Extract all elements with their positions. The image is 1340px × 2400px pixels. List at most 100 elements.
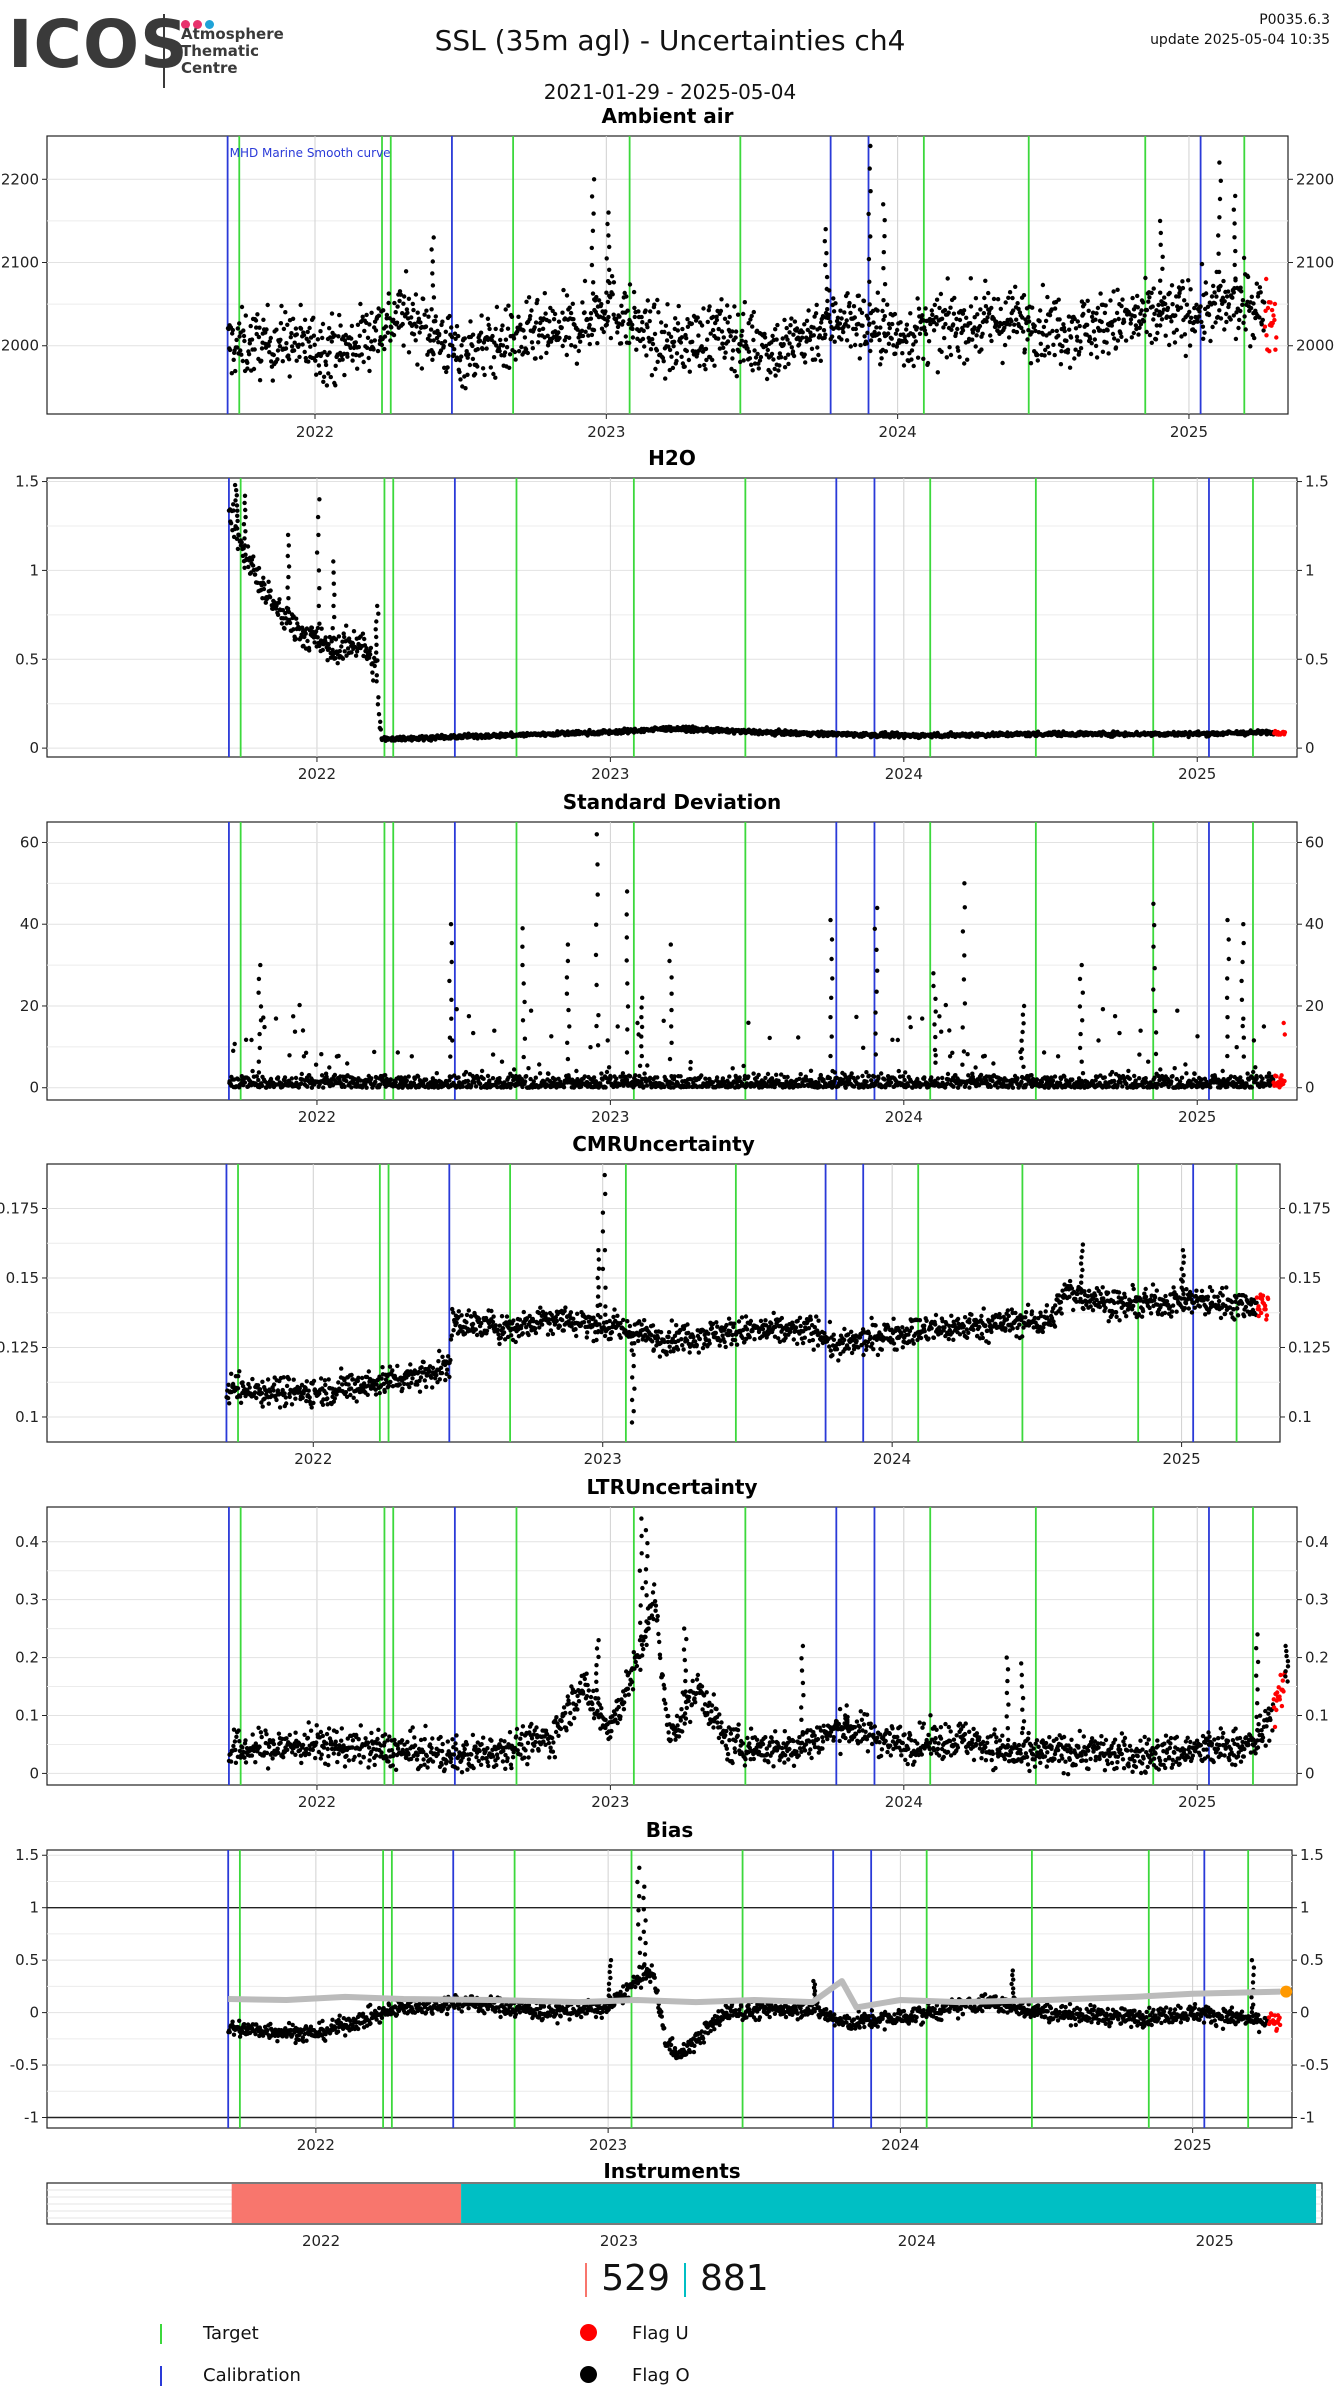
flag-o-point [368, 652, 373, 657]
flag-o-point [1222, 327, 1227, 332]
flag-o-point [913, 339, 918, 344]
flag-o-point [229, 371, 234, 376]
flag-o-point [764, 376, 770, 382]
y-tick-label-right: 1.5 [1305, 473, 1329, 491]
flag-o-point [618, 341, 624, 346]
flag-o-point [934, 322, 939, 327]
flag-o-point [242, 543, 248, 548]
flag-o-point [452, 331, 458, 336]
flag-o-point [349, 336, 354, 341]
flag-o-point [1102, 310, 1108, 316]
flag-o-point [986, 311, 992, 316]
flag-o-point [1260, 317, 1266, 323]
flag-o-point [603, 1085, 608, 1090]
flag-o-point [391, 332, 397, 338]
flag-o-point [974, 333, 979, 338]
flag-o-point [1075, 319, 1081, 324]
flag-o-point [883, 349, 889, 354]
flag-o-point [315, 635, 320, 640]
flag-o-point [404, 1078, 409, 1083]
flag-o-point [589, 194, 595, 199]
flag-o-point [481, 1076, 486, 1082]
flag-o-point [331, 570, 336, 575]
flag-o-point [824, 274, 830, 280]
flag-o-point [891, 343, 896, 348]
flag-o-point [431, 235, 436, 240]
flag-o-point [498, 337, 503, 343]
flag-o-point [964, 315, 969, 320]
flag-o-point [385, 330, 391, 335]
flag-o-point [294, 332, 299, 337]
flag-o-point [1228, 317, 1233, 322]
flag-o-point [376, 712, 382, 717]
flag-o-point [673, 316, 678, 321]
flag-o-point [639, 314, 644, 320]
flag-o-point [1073, 326, 1079, 331]
flag-o-point [1135, 305, 1141, 310]
flag-o-point [267, 595, 273, 600]
flag-o-point [1217, 160, 1222, 165]
flag-o-point [946, 310, 951, 315]
flag-o-point [717, 346, 723, 351]
flag-o-point [714, 314, 719, 319]
flag-o-point [611, 312, 616, 317]
flag-o-point [341, 351, 347, 356]
flag-o-point [1029, 330, 1035, 335]
flag-o-point [655, 359, 660, 364]
flag-o-point [929, 1075, 934, 1080]
flag-o-point [1147, 332, 1153, 338]
flag-o-point [603, 309, 608, 314]
flag-o-point [1006, 335, 1012, 340]
y-tick-label-left: 2200 [1, 170, 39, 188]
flag-o-point [259, 346, 265, 351]
flag-o-point [300, 1028, 306, 1033]
flag-o-point [661, 1018, 666, 1023]
flag-o-point [707, 304, 712, 309]
flag-o-point [606, 210, 611, 215]
flag-o-point [238, 348, 243, 353]
flag-o-point [1067, 365, 1073, 370]
flag-o-point [1162, 295, 1167, 300]
flag-o-point [429, 247, 434, 252]
flag-o-point [1042, 353, 1047, 358]
flag-o-point [825, 307, 830, 312]
flag-o-point [594, 1023, 599, 1029]
flag-o-point [770, 333, 775, 339]
flag-o-point [315, 337, 321, 342]
flag-o-point [991, 1061, 996, 1066]
flag-o-point [1141, 319, 1147, 324]
flag-o-point [504, 345, 510, 350]
flag-o-point [355, 322, 361, 327]
flag-o-point [1066, 314, 1072, 319]
flag-o-point [838, 308, 843, 313]
flag-o-point [499, 1059, 505, 1064]
flag-o-point [239, 540, 244, 545]
flag-o-point [410, 301, 415, 307]
flag-o-point [962, 361, 967, 366]
flag-o-point [321, 1085, 326, 1090]
flag-o-point [320, 647, 325, 653]
flag-o-point [896, 1068, 901, 1074]
flag-o-point [267, 339, 272, 344]
flag-o-point [792, 319, 798, 324]
flag-o-point [867, 279, 872, 284]
flag-u-point [1272, 317, 1277, 323]
flag-o-point [1100, 349, 1106, 354]
flag-o-point [445, 365, 450, 370]
flag-o-point [417, 330, 422, 335]
flag-o-point [537, 327, 542, 333]
flag-o-point [345, 354, 350, 359]
flag-o-point [294, 616, 299, 621]
flag-o-point [844, 338, 850, 343]
flag-o-point [595, 341, 600, 346]
flag-o-point [538, 355, 544, 360]
flag-o-point [604, 322, 609, 327]
flag-o-point [533, 320, 539, 325]
flag-o-point [980, 331, 985, 336]
flag-o-point [1146, 299, 1151, 304]
flag-o-point [763, 1075, 768, 1081]
flag-o-point [364, 646, 369, 651]
flag-o-point [872, 329, 877, 335]
flag-o-point [383, 1073, 388, 1078]
flag-o-point [696, 333, 701, 338]
